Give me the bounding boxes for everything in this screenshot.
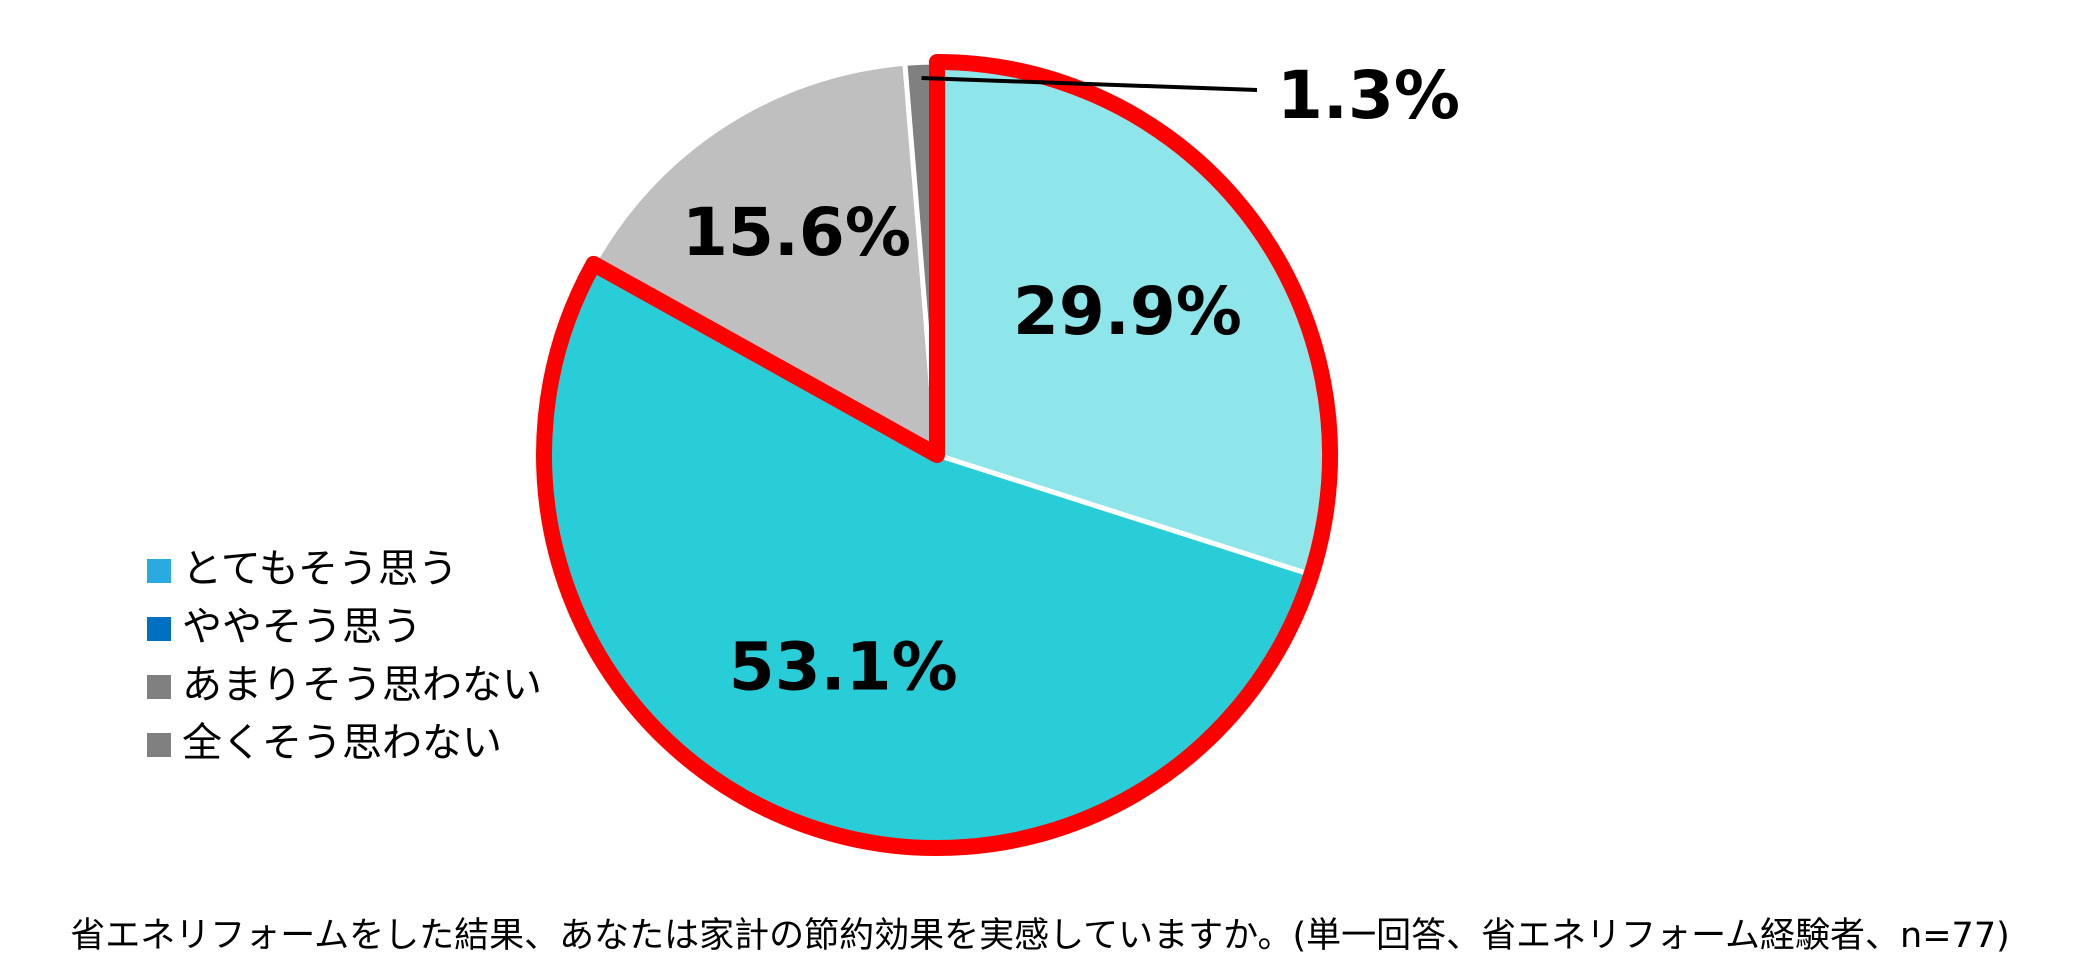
highlight-outline	[536, 54, 1338, 856]
data-label: 15.6%	[682, 194, 911, 271]
pie-slice	[590, 60, 940, 460]
legend-marker	[147, 617, 171, 641]
legend-marker	[147, 675, 171, 699]
legend-label: とてもそう思う	[182, 546, 458, 592]
legend-label: あまりそう思わない	[182, 662, 542, 708]
leader-line	[921, 76, 1258, 92]
data-label: 53.1%	[729, 628, 958, 705]
legend-marker	[147, 733, 171, 757]
legend-marker	[147, 559, 171, 583]
legend-label: 全くそう思わない	[182, 720, 502, 766]
data-label: 1.3%	[1277, 57, 1460, 134]
legend-label: ややそう思う	[182, 604, 422, 650]
chart-caption: 省エネリフォームをした結果、あなたは家計の節約効果を実感していますか。(単一回答…	[70, 916, 2010, 956]
data-label: 29.9%	[1013, 273, 1242, 350]
